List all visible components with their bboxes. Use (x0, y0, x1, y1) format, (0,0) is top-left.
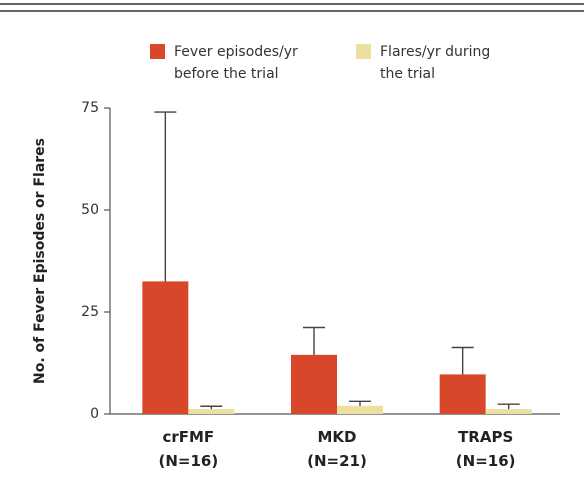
x-tick-label: MKD (N=21) (307, 428, 367, 470)
x-tick-label: TRAPS (N=16) (456, 428, 516, 470)
bar (291, 354, 337, 414)
legend-swatch (356, 44, 371, 59)
legend-swatch (150, 44, 165, 59)
error-bar (303, 326, 325, 355)
bar (337, 405, 383, 414)
y-tick-label: 50 (81, 202, 99, 218)
y-tick-label: 0 (90, 406, 99, 422)
x-tick-label: crFMF (N=16) (158, 428, 218, 470)
legend-label: Flares/yr during the trial (380, 44, 490, 82)
y-axis-label: No. of Fever Episodes or Flares (32, 138, 48, 384)
error-bar (154, 111, 177, 282)
error-bar (349, 400, 371, 406)
bar (142, 281, 189, 414)
error-bar (451, 346, 474, 375)
error-bar (200, 405, 223, 410)
bar (485, 409, 532, 414)
bar (188, 409, 235, 414)
bar (439, 374, 486, 414)
legend-label: Fever episodes/yr before the trial (174, 44, 298, 82)
error-bar (497, 403, 520, 410)
y-tick-label: 75 (81, 100, 99, 116)
y-tick-label: 25 (81, 304, 99, 320)
